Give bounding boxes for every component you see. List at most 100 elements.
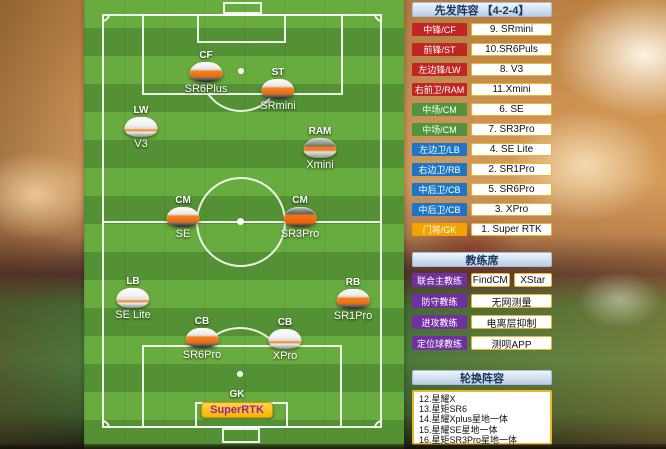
player-name: SR6Pro bbox=[182, 349, 222, 361]
position-tag: RAM bbox=[308, 126, 332, 137]
gnss-receiver-icon[interactable] bbox=[336, 289, 370, 309]
position-label: 中后卫/CB bbox=[412, 203, 467, 216]
lineup-row: 右边卫/RB 2. SR1Pro bbox=[412, 163, 552, 176]
position-label: 中锋/CF bbox=[412, 23, 467, 36]
player-slot[interactable]: 6. SE bbox=[471, 103, 552, 116]
position-tag: GK bbox=[229, 389, 245, 400]
rotation-item: 13.星矩SR6 bbox=[419, 404, 468, 415]
position-tag: ST bbox=[271, 67, 285, 78]
position-tag: CM bbox=[175, 195, 191, 206]
rotation-item: 15.星耀SE星地一体 bbox=[419, 424, 498, 435]
player-v3[interactable]: LW V3 bbox=[124, 105, 158, 151]
gnss-receiver-icon[interactable] bbox=[303, 138, 337, 158]
player-slot[interactable]: 7. SR3Pro bbox=[471, 123, 552, 136]
player-name: SR6Plus bbox=[184, 83, 228, 95]
penalty-spot-top bbox=[238, 68, 244, 74]
starting-lineup-header: 先发阵容 【4-2-4】 bbox=[412, 2, 552, 17]
rotation-item: 14.星耀Xplus星地一体 bbox=[419, 414, 509, 425]
player-se-lite[interactable]: LB SE Lite bbox=[115, 276, 150, 322]
superrtk-button[interactable]: SuperRTK bbox=[201, 402, 273, 418]
position-label: 中场/CM bbox=[412, 123, 467, 136]
coach-role-label: 防守教练 bbox=[412, 294, 467, 308]
player-slot[interactable]: 4. SE Lite bbox=[471, 143, 552, 156]
player-srmini[interactable]: ST SRmini bbox=[260, 67, 295, 113]
player-superrtk[interactable]: GK SuperRTK bbox=[201, 389, 273, 418]
player-xmini[interactable]: RAM Xmini bbox=[303, 126, 337, 172]
lineup-row: 前锋/ST 10.SR6Puls bbox=[412, 43, 552, 56]
player-name: XPro bbox=[272, 350, 298, 362]
lineup-row: 左边卫/LB 4. SE Lite bbox=[412, 143, 552, 156]
player-slot[interactable]: 9. SRmini bbox=[471, 23, 552, 36]
position-tag: RB bbox=[345, 277, 361, 288]
coach-bench-header: 教练席 bbox=[412, 252, 552, 267]
lineup-row: 门将/GK 1. Super RTK bbox=[412, 223, 552, 236]
position-tag: CB bbox=[277, 317, 293, 328]
coach-row: 联合主教练 FindCM XStar bbox=[412, 273, 552, 287]
rotation-item: 12.星耀X bbox=[419, 394, 456, 404]
coach-slot[interactable]: FindCM bbox=[471, 273, 510, 287]
position-tag: CB bbox=[194, 316, 210, 327]
corner-arc-top-right bbox=[374, 14, 382, 22]
bottom-shadow bbox=[0, 444, 666, 449]
coach-slot[interactable]: 电离层抑制 bbox=[471, 315, 552, 330]
lineup-row: 中锋/CF 9. SRmini bbox=[412, 23, 552, 36]
player-name: SR1Pro bbox=[333, 310, 373, 322]
gnss-receiver-icon[interactable] bbox=[124, 117, 158, 137]
position-label: 前锋/ST bbox=[412, 43, 467, 56]
gnss-receiver-icon[interactable] bbox=[268, 329, 302, 349]
goal-area-top bbox=[197, 14, 286, 43]
player-sr3pro[interactable]: CM SR3Pro bbox=[281, 195, 320, 241]
gnss-receiver-icon[interactable] bbox=[189, 62, 223, 82]
player-xpro[interactable]: CB XPro bbox=[268, 317, 302, 363]
lineup-panel: 先发阵容 【4-2-4】 中锋/CF 9. SRmini 前锋/ST 10.SR6Pu… bbox=[412, 2, 552, 445]
position-label: 右边卫/RB bbox=[412, 163, 467, 176]
player-name: Xmini bbox=[306, 159, 334, 171]
coach-row: 防守教练 无网测量 bbox=[412, 294, 552, 309]
coach-role-label: 进攻教练 bbox=[412, 315, 467, 329]
coach-role-label: 定位球教练 bbox=[412, 336, 467, 350]
position-label: 门将/GK bbox=[412, 223, 467, 236]
corner-arc-top-left bbox=[102, 14, 110, 22]
lineup-row: 中场/CM 7. SR3Pro bbox=[412, 123, 552, 136]
position-label: 右前卫/RAM bbox=[412, 83, 467, 96]
player-slot[interactable]: 8. V3 bbox=[471, 63, 552, 76]
player-slot[interactable]: 11.Xmini bbox=[471, 83, 552, 96]
position-label: 左边锋/LW bbox=[412, 63, 467, 76]
coach-list: 联合主教练 FindCM XStar 防守教练 无网测量 进攻教练 电离层抑制 定位球教练 测呗… bbox=[412, 273, 552, 351]
coach-slot[interactable]: XStar bbox=[513, 273, 552, 287]
player-name: SE bbox=[175, 228, 191, 240]
center-spot bbox=[237, 218, 244, 225]
starting-lineup-list: 中锋/CF 9. SRmini 前锋/ST 10.SR6Puls 左边锋/LW 8. V3… bbox=[412, 23, 552, 236]
player-slot[interactable]: 3. XPro bbox=[471, 203, 552, 216]
rotation-item: 16.星矩SR3Pro星地一体 bbox=[419, 434, 518, 445]
gnss-receiver-icon[interactable] bbox=[283, 207, 317, 227]
gnss-receiver-icon[interactable] bbox=[185, 328, 219, 348]
coach-row: 进攻教练 电离层抑制 bbox=[412, 315, 552, 330]
player-se[interactable]: CM SE bbox=[166, 195, 200, 241]
lineup-row: 中后卫/CB 3. XPro bbox=[412, 203, 552, 216]
player-slot[interactable]: 2. SR1Pro bbox=[471, 163, 552, 176]
player-slot[interactable]: 10.SR6Puls bbox=[471, 43, 552, 56]
position-label: 左边卫/LB bbox=[412, 143, 467, 156]
player-name: SR3Pro bbox=[280, 228, 320, 240]
coach-role-label: 联合主教练 bbox=[412, 273, 467, 287]
lineup-row: 右前卫/RAM 11.Xmini bbox=[412, 83, 552, 96]
player-name: SE Lite bbox=[115, 309, 151, 321]
player-slot[interactable]: 5. SR6Pro bbox=[471, 183, 552, 196]
gnss-receiver-icon[interactable] bbox=[166, 207, 200, 227]
football-pitch: CF SR6Plus ST SRmini LW V3 RAM Xmini CM SE CM SR3Pr… bbox=[84, 0, 404, 449]
position-tag: CM bbox=[292, 195, 308, 206]
coach-slot[interactable]: 无网测量 bbox=[471, 294, 552, 309]
position-tag: LW bbox=[133, 105, 149, 116]
player-slot[interactable]: 1. Super RTK bbox=[471, 223, 552, 236]
coach-slot[interactable]: 测呗APP bbox=[471, 336, 552, 351]
corner-arc-bottom-left bbox=[102, 420, 110, 428]
player-sr6plus[interactable]: CF SR6Plus bbox=[185, 50, 228, 96]
player-sr1pro[interactable]: RB SR1Pro bbox=[334, 277, 373, 323]
player-sr6pro[interactable]: CB SR6Pro bbox=[183, 316, 222, 362]
gnss-receiver-icon[interactable] bbox=[116, 288, 150, 308]
corner-arc-bottom-right bbox=[374, 420, 382, 428]
position-tag: CF bbox=[199, 50, 213, 61]
goal-bottom bbox=[222, 428, 260, 443]
gnss-receiver-icon[interactable] bbox=[261, 79, 295, 99]
